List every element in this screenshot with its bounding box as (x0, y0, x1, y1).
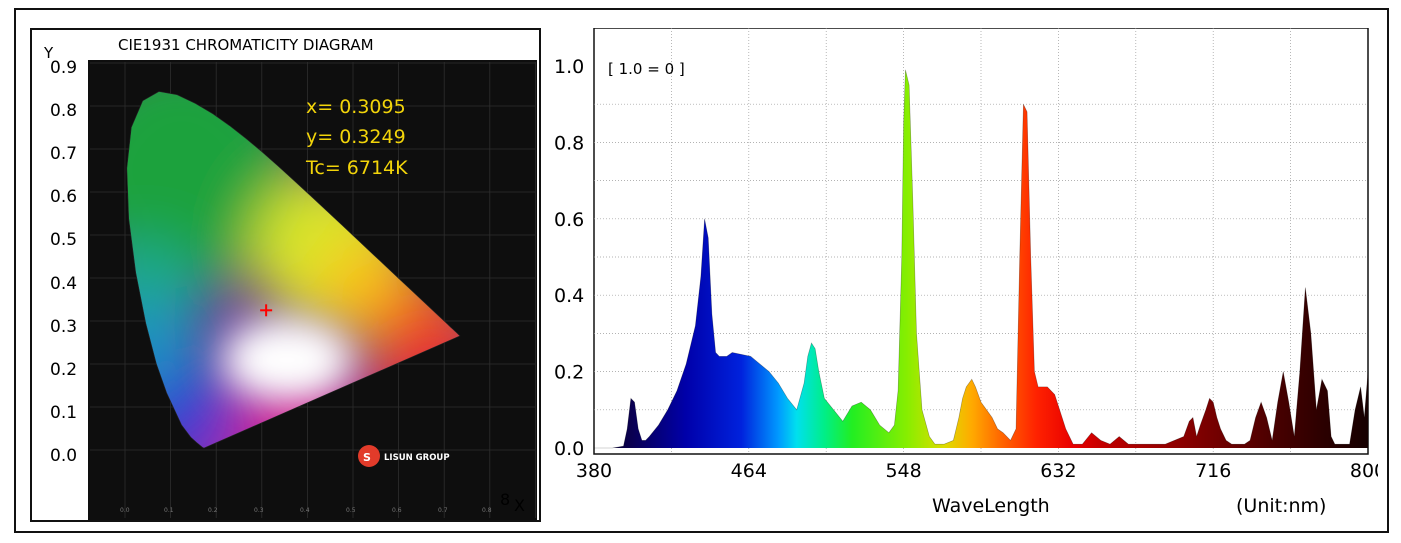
spectrum-annotation: [ 1.0 = 0 ] (608, 60, 685, 78)
cie-x-readout: x= 0.3095 (306, 96, 406, 118)
cie-y-readout: y= 0.3249 (306, 126, 406, 148)
cie-x-edge-tick: 8 (500, 490, 511, 509)
spectrum-y-tick-label: 1.0 (554, 56, 584, 78)
spectrum-svg: 0.0 0.2 0.4 0.6 0.8 1.0 380 464 548 632 716 800 (554, 28, 1378, 482)
cie-y-tick-label: 0.5 (50, 230, 78, 251)
cie-y-tick-label: 0.8 (50, 101, 78, 122)
svg-text:0.1: 0.1 (164, 507, 174, 514)
lisun-logo: S LISUN GROUP (358, 445, 450, 467)
spectrum-y-tick-label: 0.0 (554, 438, 584, 460)
spectrum-panel: 0.0 0.2 0.4 0.6 0.8 1.0 380 464 548 632 716 800 [ 1… (548, 28, 1378, 522)
cie-tc-readout: Tc= 6714K (306, 157, 408, 179)
cie-y-tick-label: 0.2 (50, 359, 78, 380)
cie-y-tick-label: 0.4 (50, 273, 78, 294)
spectrum-y-tick-label: 0.8 (554, 132, 584, 154)
lisun-logo-icon (358, 445, 380, 467)
cie-title: CIE1931 CHROMATICITY DIAGRAM (118, 36, 374, 54)
spectrum-x-tick-label: 800 (1350, 460, 1378, 482)
spectrum-x-axis-title: WaveLength (932, 495, 1050, 517)
cie-y-tick-label: 0.7 (50, 144, 78, 165)
spectrum-y-tick-label: 0.2 (554, 362, 584, 384)
cie-y-tick-label: 0.0 (50, 445, 78, 466)
spectrum-y-tick-label: 0.4 (554, 285, 584, 307)
cie-x-axis-label: X (514, 496, 525, 515)
svg-text:0.4: 0.4 (300, 507, 310, 514)
cie-y-tick-label: 0.6 (50, 187, 78, 208)
svg-text:0.7: 0.7 (438, 507, 448, 514)
svg-text:S: S (363, 451, 371, 464)
cie-y-tick-label: 0.1 (50, 402, 78, 423)
svg-text:0.8: 0.8 (482, 507, 492, 514)
cie-diagram-svg: 0.0 0.1 0.2 0.3 0.4 0.5 0.6 0.7 0.8 S LISUN GRO… (88, 60, 537, 520)
spectrum-unit-label: (Unit:nm) (1236, 495, 1327, 517)
cie-chromaticity-panel: 0.0 0.1 0.2 0.3 0.4 0.5 0.6 0.7 0.8 S LISUN GRO… (30, 28, 541, 522)
cie-y-tick-label: 0.9 (50, 58, 78, 78)
cie-y-axis-label: Y (44, 44, 54, 62)
spectral-locus-outline (126, 91, 461, 449)
spectrum-x-tick-label: 380 (576, 460, 612, 482)
spectrum-curve (594, 69, 1369, 449)
spectrum-x-tick-label: 632 (1040, 460, 1076, 482)
svg-text:0.0: 0.0 (120, 507, 130, 514)
spectrum-x-tick-label: 716 (1195, 460, 1231, 482)
spectrum-x-tick-label: 464 (731, 460, 767, 482)
cie-point-marker (260, 304, 273, 317)
svg-text:0.6: 0.6 (392, 507, 402, 514)
chart-frame (14, 8, 1389, 533)
svg-text:0.5: 0.5 (346, 507, 356, 514)
svg-text:0.2: 0.2 (208, 507, 218, 514)
svg-text:0.3: 0.3 (254, 507, 264, 514)
spectrum-y-tick-label: 0.6 (554, 209, 584, 231)
lisun-logo-text: LISUN GROUP (384, 453, 450, 463)
spectrum-axis-ticks: 0.0 0.2 0.4 0.6 0.8 1.0 380 464 548 632 716 800 (554, 56, 1378, 482)
cie-y-tick-label: 0.3 (50, 316, 78, 337)
cie-bottom-ticks: 0.0 0.1 0.2 0.3 0.4 0.5 0.6 0.7 0.8 (120, 507, 492, 514)
spectrum-x-tick-label: 548 (885, 460, 921, 482)
